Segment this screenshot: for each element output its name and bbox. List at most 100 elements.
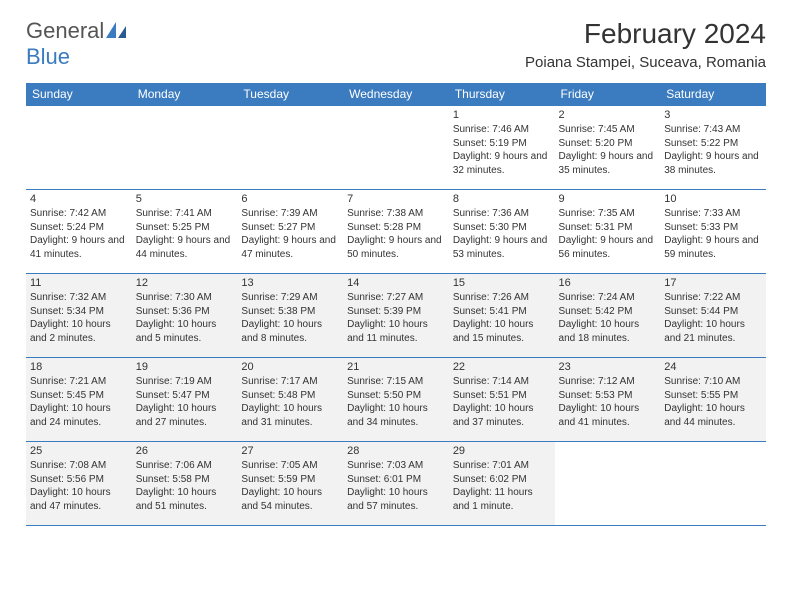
daylight-text: Daylight: 9 hours and 38 minutes. [664,150,762,177]
daylight-text: Daylight: 11 hours and 1 minute. [453,486,551,513]
calendar-cell: 17 Sunrise: 7:22 AMSunset: 5:44 PMDayligh… [660,274,766,358]
sunset-text: Sunset: 5:34 PM [30,305,128,319]
daylight-text: Daylight: 9 hours and 32 minutes. [453,150,551,177]
day-info: Sunrise: 7:33 AMSunset: 5:33 PMDaylight:… [664,207,762,261]
sunset-text: Sunset: 5:50 PM [347,389,445,403]
sunrise-text: Sunrise: 7:39 AM [241,207,339,221]
sunset-text: Sunset: 5:59 PM [241,473,339,487]
calendar-cell: 3 Sunrise: 7:43 AMSunset: 5:22 PMDaylight… [660,106,766,190]
weekday-header: Friday [555,83,661,106]
daylight-text: Daylight: 10 hours and 24 minutes. [30,402,128,429]
sunset-text: Sunset: 5:51 PM [453,389,551,403]
calendar-cell: 12 Sunrise: 7:30 AMSunset: 5:36 PMDayligh… [132,274,238,358]
daylight-text: Daylight: 9 hours and 59 minutes. [664,234,762,261]
sunset-text: Sunset: 5:56 PM [30,473,128,487]
day-number: 23 [559,361,657,373]
sunset-text: Sunset: 5:38 PM [241,305,339,319]
sunrise-text: Sunrise: 7:35 AM [559,207,657,221]
day-info: Sunrise: 7:26 AMSunset: 5:41 PMDaylight:… [453,291,551,345]
day-info: Sunrise: 7:35 AMSunset: 5:31 PMDaylight:… [559,207,657,261]
sunrise-text: Sunrise: 7:29 AM [241,291,339,305]
sunrise-text: Sunrise: 7:30 AM [136,291,234,305]
day-number: 20 [241,361,339,373]
sunset-text: Sunset: 5:28 PM [347,221,445,235]
day-info: Sunrise: 7:24 AMSunset: 5:42 PMDaylight:… [559,291,657,345]
day-number: 28 [347,445,445,457]
day-info: Sunrise: 7:15 AMSunset: 5:50 PMDaylight:… [347,375,445,429]
sunset-text: Sunset: 5:55 PM [664,389,762,403]
calendar-cell: 23Sunrise: 7:12 AMSunset: 5:53 PMDayligh… [555,358,661,442]
day-number: 10 [664,193,762,205]
sunrise-text: Sunrise: 7:41 AM [136,207,234,221]
day-number: 27 [241,445,339,457]
daylight-text: Daylight: 10 hours and 18 minutes. [559,318,657,345]
daylight-text: Daylight: 10 hours and 5 minutes. [136,318,234,345]
day-number: 17 [664,277,762,289]
day-number: 1 [453,109,551,121]
sunrise-text: Sunrise: 7:06 AM [136,459,234,473]
sunrise-text: Sunrise: 7:32 AM [30,291,128,305]
day-info: Sunrise: 7:21 AMSunset: 5:45 PMDaylight:… [30,375,128,429]
calendar-cell [26,106,132,190]
calendar-cell [237,106,343,190]
sunrise-text: Sunrise: 7:46 AM [453,123,551,137]
sunrise-text: Sunrise: 7:45 AM [559,123,657,137]
daylight-text: Daylight: 10 hours and 37 minutes. [453,402,551,429]
day-number: 24 [664,361,762,373]
calendar-cell: 8Sunrise: 7:36 AMSunset: 5:30 PMDaylight… [449,190,555,274]
calendar-cell: 27 Sunrise: 7:05 AMSunset: 5:59 PMDayligh… [237,442,343,526]
day-number: 9 [559,193,657,205]
daylight-text: Daylight: 10 hours and 21 minutes. [664,318,762,345]
sunset-text: Sunset: 5:25 PM [136,221,234,235]
day-info: Sunrise: 7:05 AMSunset: 5:59 PMDaylight:… [241,459,339,513]
day-number: 5 [136,193,234,205]
sunset-text: Sunset: 6:02 PM [453,473,551,487]
sunrise-text: Sunrise: 7:22 AM [664,291,762,305]
daylight-text: Daylight: 10 hours and 11 minutes. [347,318,445,345]
sunrise-text: Sunrise: 7:21 AM [30,375,128,389]
sunrise-text: Sunrise: 7:14 AM [453,375,551,389]
calendar-cell: 29Sunrise: 7:01 AMSunset: 6:02 PMDayligh… [449,442,555,526]
calendar-cell: 11Sunrise: 7:32 AMSunset: 5:34 PMDayligh… [26,274,132,358]
day-info: Sunrise: 7:30 AMSunset: 5:36 PMDaylight:… [136,291,234,345]
daylight-text: Daylight: 10 hours and 2 minutes. [30,318,128,345]
day-info: Sunrise: 7:39 AMSunset: 5:27 PMDaylight:… [241,207,339,261]
sunrise-text: Sunrise: 7:27 AM [347,291,445,305]
sunrise-text: Sunrise: 7:33 AM [664,207,762,221]
sunset-text: Sunset: 5:33 PM [664,221,762,235]
calendar-cell [660,442,766,526]
day-number: 3 [664,109,762,121]
calendar-cell: 15 Sunrise: 7:26 AMSunset: 5:41 PMDayligh… [449,274,555,358]
sunset-text: Sunset: 5:58 PM [136,473,234,487]
day-number: 15 [453,277,551,289]
calendar-cell [132,106,238,190]
daylight-text: Daylight: 10 hours and 54 minutes. [241,486,339,513]
day-number: 12 [136,277,234,289]
day-info: Sunrise: 7:08 AMSunset: 5:56 PMDaylight:… [30,459,128,513]
day-info: Sunrise: 7:27 AMSunset: 5:39 PMDaylight:… [347,291,445,345]
calendar-cell: 18Sunrise: 7:21 AMSunset: 5:45 PMDayligh… [26,358,132,442]
day-info: Sunrise: 7:43 AMSunset: 5:22 PMDaylight:… [664,123,762,177]
sunset-text: Sunset: 5:44 PM [664,305,762,319]
calendar-cell: 25Sunrise: 7:08 AMSunset: 5:56 PMDayligh… [26,442,132,526]
calendar-cell: 16Sunrise: 7:24 AMSunset: 5:42 PMDayligh… [555,274,661,358]
day-info: Sunrise: 7:01 AMSunset: 6:02 PMDaylight:… [453,459,551,513]
day-info: Sunrise: 7:36 AMSunset: 5:30 PMDaylight:… [453,207,551,261]
sunrise-text: Sunrise: 7:05 AM [241,459,339,473]
calendar-cell: 6 Sunrise: 7:39 AMSunset: 5:27 PMDaylight… [237,190,343,274]
sunrise-text: Sunrise: 7:12 AM [559,375,657,389]
day-number: 6 [241,193,339,205]
sunset-text: Sunset: 5:48 PM [241,389,339,403]
day-info: Sunrise: 7:22 AMSunset: 5:44 PMDaylight:… [664,291,762,345]
day-number: 2 [559,109,657,121]
sunset-text: Sunset: 5:45 PM [30,389,128,403]
sunrise-text: Sunrise: 7:42 AM [30,207,128,221]
calendar-head: SundayMondayTuesdayWednesdayThursdayFrid… [26,83,766,106]
logo: General Blue [26,18,126,70]
daylight-text: Daylight: 10 hours and 57 minutes. [347,486,445,513]
day-number: 26 [136,445,234,457]
sunrise-text: Sunrise: 7:36 AM [453,207,551,221]
calendar-cell [555,442,661,526]
daylight-text: Daylight: 9 hours and 56 minutes. [559,234,657,261]
header: General Blue February 2024 Poiana Stampe… [26,18,766,71]
